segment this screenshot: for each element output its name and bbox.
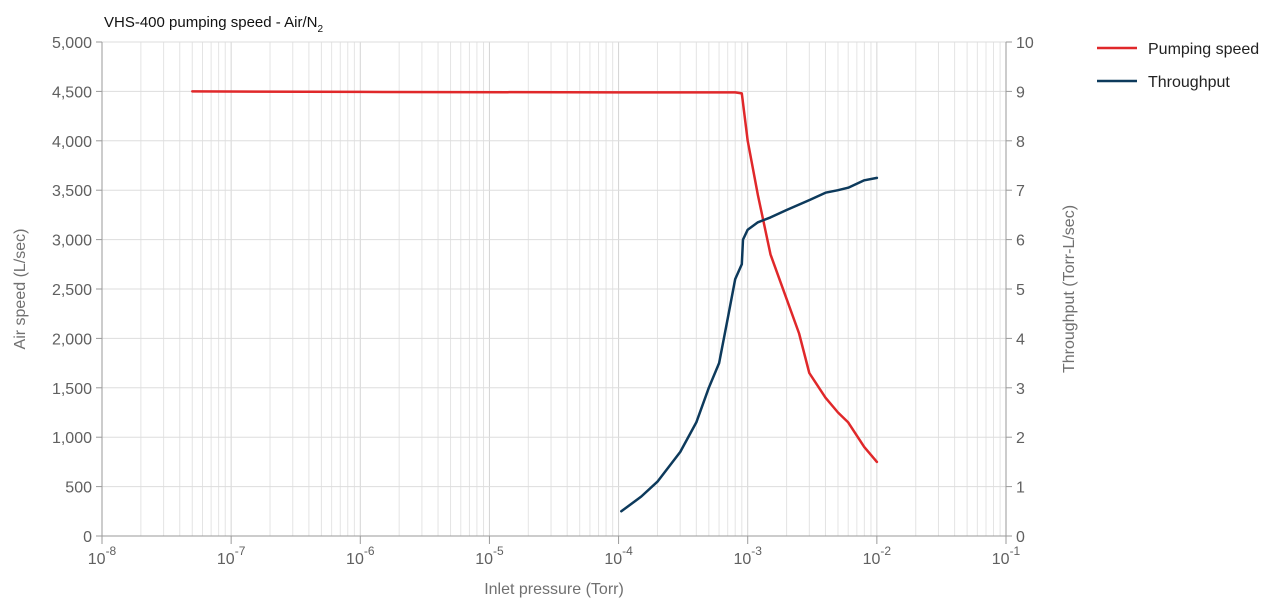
axes-layer: 0 500 1,000 1,500 2,000 2,500 3,000 3,500 4,000 4… — [52, 35, 1034, 568]
y2-tick-label: 4 — [1016, 331, 1025, 348]
y2-tick-label: 1 — [1016, 480, 1025, 497]
x-tick-label: 10-8 — [88, 544, 117, 568]
y-tick-label: 0 — [83, 529, 92, 546]
y2-tick-label: 6 — [1016, 233, 1025, 250]
y2-tick-label: 9 — [1016, 84, 1025, 101]
y2-tick-label: 2 — [1016, 430, 1025, 447]
y2-tick-label: 3 — [1016, 381, 1025, 398]
legend-label-pumping-speed: Pumping speed — [1148, 41, 1259, 58]
x-tick-label: 10-3 — [733, 544, 762, 568]
x-tick-label: 10-7 — [217, 544, 246, 568]
y-tick-label: 5,000 — [52, 35, 92, 52]
legend-label-throughput: Throughput — [1148, 74, 1230, 91]
y-tick-label: 3,500 — [52, 183, 92, 200]
x-axis-title: Inlet pressure (Torr) — [484, 581, 624, 598]
legend: Pumping speed Throughput — [1097, 41, 1259, 91]
y2-tick-label: 8 — [1016, 134, 1025, 151]
series-line-throughput — [620, 176, 879, 513]
y2-tick-label: 10 — [1016, 35, 1034, 52]
chart-title-subscript: 2 — [317, 24, 323, 35]
x-tick-label: 10-2 — [863, 544, 892, 568]
y-tick-label: 4,000 — [52, 134, 92, 151]
y-axis-title: Air speed (L/sec) — [12, 229, 29, 350]
grid-layer — [101, 41, 1007, 537]
y-tick-label: 2,000 — [52, 331, 92, 348]
y-tick-label: 1,500 — [52, 381, 92, 398]
x-tick-label: 10-5 — [475, 544, 504, 568]
y2-axis-title: Throughput (Torr-L/sec) — [1061, 205, 1078, 373]
x-tick-label: 10-6 — [346, 544, 375, 568]
series-layer — [191, 90, 879, 513]
chart-title: VHS-400 pumping speed - Air/N2 — [104, 14, 323, 35]
y-tick-label: 2,500 — [52, 282, 92, 299]
y2-tick-label: 5 — [1016, 282, 1025, 299]
x-tick-label: 10-1 — [992, 544, 1021, 568]
series-line-pumping-speed — [191, 90, 879, 464]
y-tick-label: 3,000 — [52, 233, 92, 250]
x-tick-label: 10-4 — [604, 544, 633, 568]
y-tick-label: 1,000 — [52, 430, 92, 447]
legend-item-pumping-speed[interactable]: Pumping speed — [1097, 41, 1259, 58]
y2-tick-label: 7 — [1016, 183, 1025, 200]
y-tick-label: 500 — [65, 480, 92, 497]
y2-tick-label: 0 — [1016, 529, 1025, 546]
y-tick-label: 4,500 — [52, 84, 92, 101]
legend-item-throughput[interactable]: Throughput — [1097, 74, 1230, 91]
